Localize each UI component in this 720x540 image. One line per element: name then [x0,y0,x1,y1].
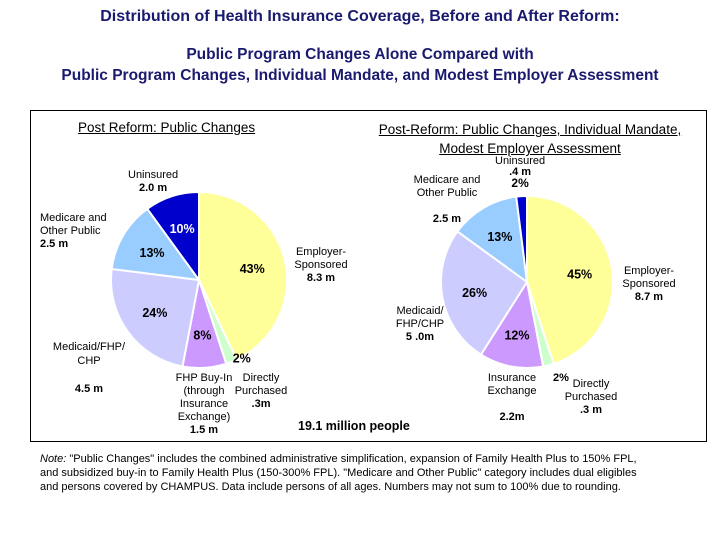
pie2-label-medicaid: Medicaid/ FHP/CHP 5 .0m [395,305,445,343]
subtitle: Public Program Changes Alone Compared wi… [0,44,720,86]
pie2-label-medicare: Medicare and Other Public 2.5 m [413,174,481,225]
pie1-slice-0 [198,190,288,361]
pie2-title: Post-Reform: Public Changes, Individual … [378,122,682,156]
pie1-pct-label-0: 43% [240,262,265,276]
pie2-slice-0 [526,194,614,366]
pie1-slice-3 [110,267,201,368]
pie2-pct-label-0: 45% [567,268,592,282]
total-people: 19.1 million people [298,419,410,433]
page-title: Distribution of Health Insurance Coverag… [100,8,620,25]
subtitle-line-2: Public Program Changes, Individual Manda… [61,67,659,84]
pie1-title: Post Reform: Public Changes [78,120,256,135]
pie1-label-buyin: FHP Buy-In (through Insurance Exchange) 1… [175,372,233,436]
pie1-slice-5 [145,190,200,284]
chart-frame [30,110,707,442]
pie2-label-direct-pct: 2% [553,372,569,384]
pie1-pct-label-2: 8% [193,328,211,342]
footnote: Note: "Public Changes" includes the comb… [40,453,637,493]
pie2-slice-3 [440,230,529,356]
pie2-slice-2 [479,279,545,369]
pie2-slice-5 [515,194,528,283]
pie2-pct-label-2: 12% [504,328,529,342]
pie1-slice-4 [110,207,202,282]
pie2-slice-4 [456,195,529,285]
pie1-label-medicare: Medicare and Other Public 2.5 m [40,212,107,250]
pie2-label-uninsured: Uninsured .4 m 2% [495,155,546,190]
pie2-label-direct: Directly Purchased .3 m [564,378,618,416]
pie1-label-employer: Employer-Sponsored 8.3 m [294,246,348,284]
pie2-pct-label-4: 13% [487,230,512,244]
pie1-label-medicaid: Medicaid/FHP/ CHP 4.5 m [52,341,126,395]
pie1-label-direct: Directly Purchased .3m [234,372,288,410]
pie2-label-exchange: Insurance Exchange 2.2m [487,372,537,423]
pie1-label-uninsured: Uninsured 2.0 m [128,169,179,194]
pie2-pct-label-3: 26% [462,286,487,300]
pie1-pct-label-4: 13% [140,246,165,260]
pie1-pct-label-5: 10% [170,222,195,236]
pie1-pct-label-3: 24% [142,306,167,320]
pie1-pct-label-1: 2% [233,352,251,366]
subtitle-line-1: Public Program Changes Alone Compared wi… [186,46,534,63]
pie2-label-employer: Employer-Sponsored 8.7 m [622,265,676,303]
